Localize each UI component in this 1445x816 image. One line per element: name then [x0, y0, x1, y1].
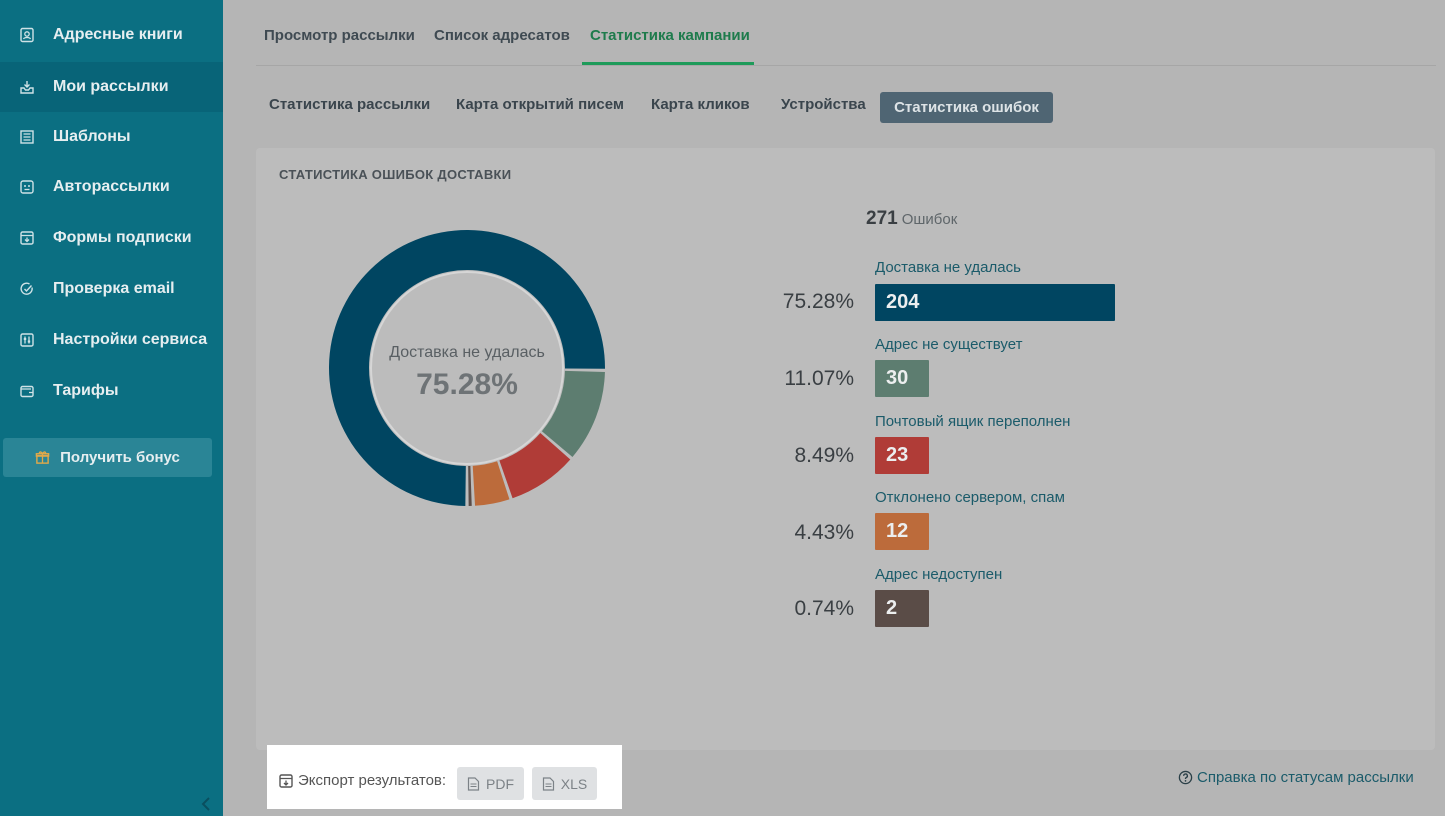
legend-percent: 0.74%	[794, 597, 854, 620]
export-xls-button[interactable]: XLS	[532, 767, 597, 800]
sidebar-item-label: Формы подписки	[53, 229, 192, 246]
tabs-divider	[256, 65, 1436, 66]
subtab-click-map[interactable]: Карта кликов	[651, 96, 750, 113]
sidebar-item-templates[interactable]: Шаблоны	[0, 112, 223, 162]
legend-bar: 12	[875, 513, 929, 550]
export-pdf-button[interactable]: PDF	[457, 767, 524, 800]
subtab-devices[interactable]: Устройства	[781, 96, 866, 113]
total-errors: 271 Ошибок	[866, 208, 957, 230]
tab-view-mailing[interactable]: Просмотр рассылки	[264, 27, 415, 44]
settings-icon	[18, 331, 36, 349]
legend-bar: 23	[875, 437, 929, 474]
sidebar-item-tariffs[interactable]: Тарифы	[0, 366, 223, 416]
sidebar-item-label: Тарифы	[53, 382, 119, 399]
get-bonus-label: Получить бонус	[60, 449, 180, 466]
subtab-mailing-stats[interactable]: Статистика рассылки	[269, 96, 431, 113]
question-icon	[1178, 770, 1193, 785]
gift-icon	[35, 451, 50, 464]
tab-campaign-stats[interactable]: Статистика кампании	[590, 27, 750, 44]
donut-slice	[541, 370, 605, 458]
legend-percent: 8.49%	[794, 444, 854, 467]
donut-center-label: Доставка не удалась	[389, 344, 545, 361]
get-bonus-button[interactable]: Получить бонус	[3, 438, 212, 477]
wallet-icon	[18, 382, 36, 400]
subtab-error-stats[interactable]: Статистика ошибок	[880, 92, 1053, 123]
legend-name: Адрес недоступен	[875, 566, 1003, 583]
legend-percent: 75.28%	[782, 290, 854, 313]
legend-bar: 2	[875, 590, 929, 627]
export-xls-label: XLS	[560, 775, 588, 792]
address-book-icon	[18, 26, 36, 44]
legend-bar: 204	[875, 284, 1115, 321]
donut-chart	[328, 230, 605, 506]
file-icon	[542, 776, 554, 791]
sidebar-item-automation[interactable]: Авторассылки	[0, 162, 223, 212]
sidebar-item-address-books[interactable]: Адресные книги	[0, 10, 223, 60]
sidebar-item-label: Настройки сервиса	[53, 331, 208, 348]
sidebar-item-label: Авторассылки	[53, 178, 170, 195]
help-status-link[interactable]: Справка по статусам рассылки	[1178, 769, 1414, 786]
donut-center-value: 75.28%	[416, 368, 518, 401]
total-errors-value: 271	[866, 208, 898, 229]
sidebar-item-label: Адресные книги	[53, 26, 183, 43]
subtab-open-map[interactable]: Карта открытий писем	[456, 96, 624, 113]
card-title: СТАТИСТИКА ОШИБОК ДОСТАВКИ	[279, 167, 512, 182]
export-icon	[279, 773, 293, 788]
sidebar-item-subscription-forms[interactable]: Формы подписки	[0, 213, 223, 263]
template-icon	[18, 128, 36, 146]
tab-recipients[interactable]: Список адресатов	[434, 27, 570, 44]
legend-name: Отклонено сервером, спам	[875, 489, 1065, 506]
export-label-text: Экспорт результатов:	[298, 772, 447, 789]
sidebar-item-my-mailings[interactable]: Мои рассылки	[0, 62, 223, 112]
active-tab-indicator	[582, 62, 754, 65]
mailing-icon	[18, 78, 36, 96]
help-status-label: Справка по статусам рассылки	[1197, 769, 1414, 786]
legend-percent: 4.43%	[794, 521, 854, 544]
legend-name: Адрес не существует	[875, 336, 1023, 353]
donut-slice	[468, 465, 472, 506]
donut-slice	[472, 461, 510, 506]
legend-name: Доставка не удалась	[875, 259, 1021, 276]
chevron-left-icon[interactable]	[198, 795, 214, 813]
automation-icon	[18, 178, 36, 196]
export-pdf-label: PDF	[486, 775, 514, 792]
legend-name: Почтовый ящик переполнен	[875, 413, 1071, 430]
sidebar-item-label: Проверка email	[53, 280, 175, 297]
check-icon	[18, 280, 36, 298]
sidebar-item-email-check[interactable]: Проверка email	[0, 264, 223, 314]
sidebar-item-service-settings[interactable]: Настройки сервиса	[0, 315, 223, 365]
legend-bar: 30	[875, 360, 929, 397]
export-label: Экспорт результатов:	[278, 772, 446, 789]
sidebar-item-label: Шаблоны	[53, 128, 131, 145]
sidebar-item-label: Мои рассылки	[53, 78, 169, 95]
total-errors-label: Ошибок	[901, 211, 958, 228]
sidebar: Адресные книги Мои рассылки Шаблоны Авто…	[0, 0, 223, 816]
file-icon	[467, 776, 480, 791]
legend-percent: 11.07%	[784, 367, 854, 390]
donut-slice	[499, 432, 571, 499]
form-icon	[18, 229, 36, 247]
